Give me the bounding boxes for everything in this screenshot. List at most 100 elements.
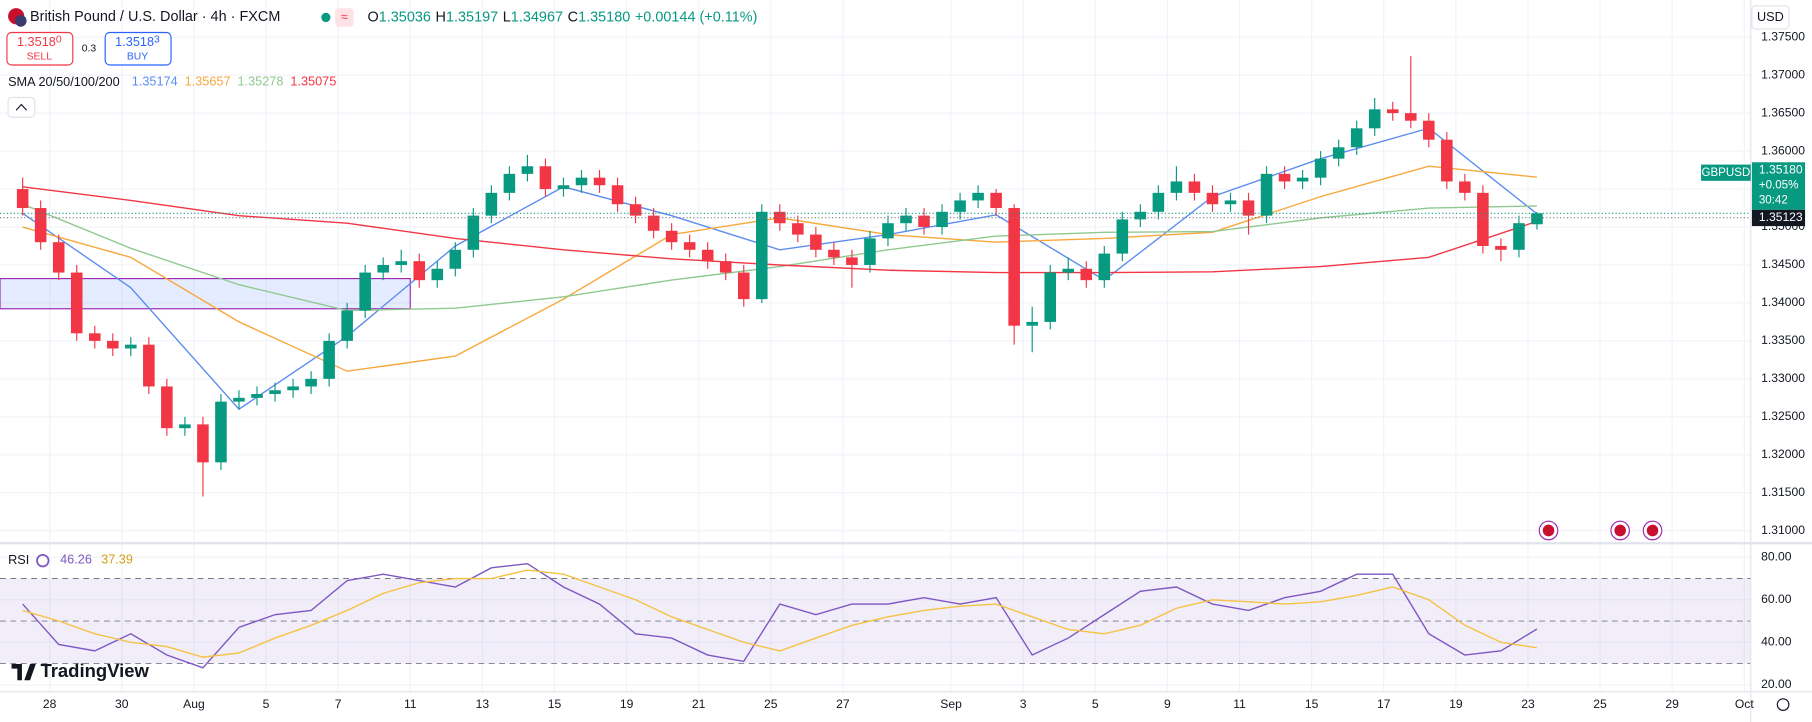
currency-select[interactable] [1751, 5, 1790, 30]
currency[interactable]: USD [1757, 9, 1784, 24]
candle-body [918, 215, 930, 228]
event-marker-flag[interactable] [1646, 524, 1659, 537]
collapse-button[interactable] [7, 96, 36, 118]
sell-button[interactable] [6, 31, 74, 66]
sell-price-sup[interactable]: 0 [56, 34, 62, 45]
candle-body [737, 272, 750, 300]
highlight-zone [0, 278, 411, 310]
candle-body [359, 272, 371, 311]
buy-price-main[interactable]: 1.3518 [115, 34, 154, 49]
x-tick-label: 17 [1377, 697, 1391, 711]
candle-body [449, 249, 462, 269]
candle-body [1170, 181, 1183, 193]
candle-body [1116, 219, 1129, 254]
last-price-tag [1751, 162, 1806, 210]
candle-body [593, 177, 606, 186]
candle-body [774, 211, 786, 224]
h-label: H [436, 9, 446, 25]
symbol-tag: GBPUSD [1702, 167, 1751, 179]
buy-price-sup[interactable]: 3 [154, 34, 160, 45]
y-tick-label: 20.00 [1761, 677, 1792, 691]
candle-body [269, 390, 281, 395]
candle-body [1423, 120, 1435, 140]
candle-body [233, 397, 245, 402]
x-tick-label: 29 [1665, 697, 1679, 711]
candle-body [1314, 158, 1327, 178]
y-tick-label: 1.36500 [1761, 105, 1805, 119]
brand-name: TradingView [40, 660, 149, 681]
brand-logo [11, 663, 36, 681]
candle-body [810, 234, 822, 250]
collapse-icon[interactable] [15, 103, 28, 111]
candle-body [1062, 268, 1075, 273]
candle-body [1459, 181, 1471, 193]
candle-body [990, 192, 1002, 209]
event-marker-flag[interactable] [1542, 524, 1555, 537]
y-tick-label: 1.31000 [1761, 523, 1805, 537]
x-tick-label: Sep [940, 697, 962, 711]
candle-body [143, 344, 155, 387]
rsi-value: 37.39 [101, 552, 133, 567]
sell-price[interactable]: 1.35180 [17, 34, 62, 49]
rsi-title: RSI [8, 552, 29, 567]
candle-body [611, 185, 624, 205]
candle-body [377, 264, 389, 273]
candle-body [575, 177, 588, 186]
o-value: 1.35036 [379, 9, 431, 25]
x-tick-label: 28 [43, 697, 57, 711]
candle-body [1080, 268, 1093, 281]
buy-label[interactable]: BUY [127, 52, 148, 63]
y-tick-label: 1.31500 [1761, 485, 1805, 499]
candle-body [503, 173, 516, 193]
candle-body [936, 211, 948, 228]
candle-body [251, 394, 263, 398]
x-tick-label: 19 [620, 697, 634, 711]
symbol-title: British Pound / U.S. Dollar · 4h · FXCM [30, 9, 280, 25]
marks [0, 56, 1751, 669]
x-tick-label: 15 [1305, 697, 1319, 711]
rsi-icon[interactable] [36, 553, 50, 568]
data-status [335, 8, 354, 27]
candle-body [557, 185, 570, 190]
indicator-value: 1.35075 [290, 74, 336, 89]
y-tick-label: 60.00 [1761, 592, 1792, 606]
candle-body [34, 208, 47, 243]
indicator-line [22, 203, 1537, 312]
countdown: 30:42 [1759, 195, 1788, 207]
x-tick-label: 11 [404, 697, 417, 711]
indicator-line [22, 127, 1538, 411]
candle-body [1026, 321, 1038, 326]
x-tick-label: 5 [1092, 697, 1099, 711]
l-label: L [503, 9, 511, 25]
x-tick-label: 3 [1020, 697, 1027, 711]
y-tick-label: 1.32500 [1761, 409, 1805, 423]
buy-price[interactable]: 1.35183 [115, 34, 160, 49]
l-value: 1.34967 [511, 9, 563, 25]
o-label: O [367, 9, 378, 25]
candle-body [1242, 200, 1255, 216]
candle-body [1044, 272, 1056, 322]
data-status-icon: ≈ [341, 9, 348, 24]
candle-body [719, 261, 732, 273]
market-status [321, 12, 331, 23]
x-tick-label: 11 [1233, 697, 1246, 711]
candle-body [828, 249, 840, 258]
candle-body [1531, 213, 1543, 225]
sell-price-main[interactable]: 1.3518 [17, 34, 56, 49]
candle-body [1368, 109, 1381, 129]
y-tick-label: 1.37500 [1761, 29, 1805, 43]
candle-body [683, 242, 696, 250]
candle-body [1008, 208, 1020, 326]
event-marker-flag[interactable] [1614, 524, 1626, 537]
sell-label[interactable]: SELL [27, 52, 53, 63]
indicator-values: 1.35174 1.35657 1.35278 1.35075 [132, 74, 337, 89]
indicator-line [22, 562, 1538, 669]
candle-body [287, 386, 299, 391]
buy-button[interactable] [104, 31, 172, 66]
candle-body [161, 386, 173, 429]
settings-icon[interactable] [1776, 698, 1790, 711]
candle-body [846, 257, 858, 265]
candle-body [125, 344, 137, 349]
candle-body [341, 310, 353, 341]
